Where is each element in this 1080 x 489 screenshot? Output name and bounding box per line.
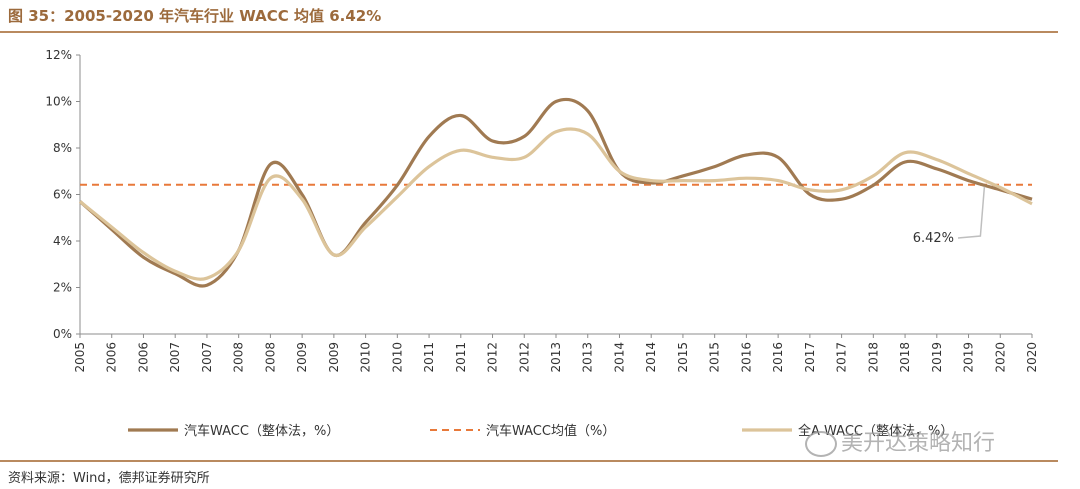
legend-item-average-wacc: 汽车WACC均值（%） xyxy=(430,423,615,439)
x-tick-label: 2005 xyxy=(73,342,87,373)
y-tick-label: 12% xyxy=(45,48,72,62)
x-tick-label: 2016 xyxy=(739,342,753,373)
legend-label: 汽车WACC（整体法，%） xyxy=(184,423,339,439)
x-tick-label: 2007 xyxy=(168,342,182,373)
top-rule xyxy=(0,31,1058,33)
series-line-auto-wacc xyxy=(78,97,1033,288)
y-tick-label: 10% xyxy=(45,95,72,109)
legend-item-all-a-wacc: 全A WACC（整体法，%） xyxy=(742,423,953,439)
series-line-all-a-wacc xyxy=(79,127,1033,281)
annotation-label: 6.42% xyxy=(913,231,954,246)
x-tick-label: 2017 xyxy=(835,342,849,373)
x-tick-label: 2010 xyxy=(359,342,373,373)
source-note: 资料来源：Wind，德邦证券研究所 xyxy=(8,471,210,486)
x-tick-label: 2006 xyxy=(136,342,150,373)
figure-title: 图 35：2005-2020 年汽车行业 WACC 均值 6.42% xyxy=(8,7,382,25)
x-tick-label: 2015 xyxy=(676,342,690,373)
x-tick-label: 2019 xyxy=(930,342,944,373)
watermark-text: 美开达策略知行 xyxy=(841,431,996,456)
x-tick-label: 2019 xyxy=(962,342,976,373)
legend-label: 全A WACC（整体法，%） xyxy=(798,423,953,439)
legend-label: 汽车WACC均值（%） xyxy=(486,423,615,439)
x-tick-label: 2018 xyxy=(866,342,880,373)
x-tick-label: 2018 xyxy=(898,342,912,373)
y-tick-label: 0% xyxy=(53,327,72,341)
x-tick-label: 2015 xyxy=(708,342,722,373)
x-tick-label: 2009 xyxy=(327,342,341,373)
x-tick-label: 2010 xyxy=(390,342,404,373)
x-tick-label: 2008 xyxy=(263,342,277,373)
legend-item-auto-wacc: 汽车WACC（整体法，%） xyxy=(128,423,339,439)
x-tick-label: 2008 xyxy=(232,342,246,373)
x-tick-label: 2009 xyxy=(295,342,309,373)
y-tick-label: 2% xyxy=(53,281,72,295)
x-tick-label: 2014 xyxy=(644,342,658,373)
y-tick-label: 8% xyxy=(53,141,72,155)
bottom-rule xyxy=(0,460,1058,462)
y-tick-label: 4% xyxy=(53,234,72,248)
y-tick-label: 6% xyxy=(53,188,72,202)
x-tick-label: 2017 xyxy=(803,342,817,373)
x-tick-label: 2011 xyxy=(454,342,468,373)
x-tick-label: 2011 xyxy=(422,342,436,373)
x-tick-label: 2020 xyxy=(1025,342,1039,373)
wechat-icon xyxy=(805,431,837,457)
x-tick-label: 2016 xyxy=(771,342,785,373)
annotation-leader-line xyxy=(957,186,986,239)
watermark: 美开达策略知行 xyxy=(805,425,995,457)
x-tick-label: 2013 xyxy=(581,342,595,373)
x-tick-label: 2014 xyxy=(612,342,626,373)
x-tick-label: 2012 xyxy=(486,342,500,373)
x-tick-label: 2013 xyxy=(549,342,563,373)
x-tick-label: 2007 xyxy=(200,342,214,373)
x-tick-label: 2006 xyxy=(105,342,119,373)
x-tick-label: 2020 xyxy=(993,342,1007,373)
x-tick-label: 2012 xyxy=(517,342,531,373)
